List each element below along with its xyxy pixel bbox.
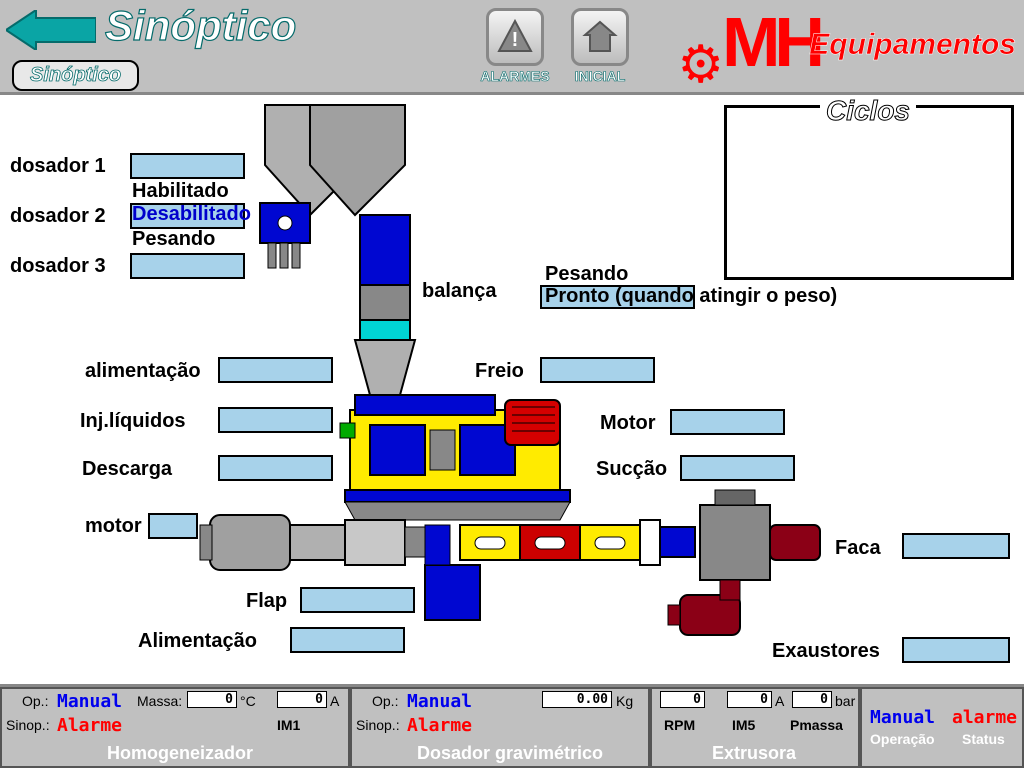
p2-op-label: Op.: [372,693,398,709]
exaustores-label: Exaustores [772,640,880,663]
p2-sinop-label: Sinop.: [356,717,400,733]
succao-label: Sucção [596,458,667,481]
balanca-line1: Pesando [545,263,628,286]
home-icon [582,19,618,55]
flap-field[interactable] [300,587,415,613]
balanca-line2: Pronto (quando atingir o peso) [545,285,837,308]
faca-label: Faca [835,537,881,560]
alimentacao-field[interactable] [218,357,333,383]
p2-mass-unit: Kg [616,693,633,709]
balanca-label: balança [422,280,496,303]
p1-sinop-value: Alarme [57,715,122,736]
p2-mass-value: 0.00 [542,691,612,708]
motor-label: motor [85,515,142,538]
motor-field[interactable] [148,513,198,539]
p1-massa-label: Massa: [137,693,182,709]
p3-amps-unit: A [775,693,784,709]
p1-massa-value: 0 [187,691,237,708]
dosador2-label: dosador 2 [10,205,106,228]
p1-section: Homogeneizador [107,743,253,764]
footer-panel-extrusora: 0 0 A 0 bar RPM IM5 Pmassa Extrusora [650,687,860,768]
dosador1-field[interactable] [130,153,245,179]
warning-icon: ! [497,19,533,55]
p3-amps-value: 0 [727,691,772,708]
p3-rpm-value: 0 [660,691,705,708]
p1-amps-unit: A [330,693,339,709]
motor2-label: Motor [600,412,656,435]
alimentacao-label: alimentação [85,360,201,383]
p1-massa-unit: °C [240,693,256,709]
p1-sinop-label: Sinop.: [6,717,50,733]
p2-section: Dosador gravimétrico [417,743,603,764]
p4-mode-label: Operação [870,731,935,747]
footer-panel-homogeneizador: Op.: Manual Massa: 0 °C 0 A Sinop.: Alar… [0,687,350,768]
brand-logo: MH [722,2,819,82]
freio-label: Freio [475,360,524,383]
header-bar: Sinóptico Sinóptico ! ALARMES INICIAL ⚙ … [0,0,1024,95]
tab-sinoptico[interactable]: Sinóptico [12,60,139,91]
dosador3-field[interactable] [130,253,245,279]
p1-op-label: Op.: [22,693,48,709]
p4-status-label: Status [962,731,1005,747]
injliq-label: Inj.líquidos [80,410,186,433]
alarmes-button[interactable]: ! ALARMES [480,8,550,84]
dosador1-status: Habilitado [132,180,229,203]
inicial-label: INICIAL [565,68,635,84]
p3-section: Extrusora [712,743,796,764]
synoptic-canvas: Ciclos [0,95,1024,681]
p4-status: alarme [952,707,1017,728]
dosador1-label: dosador 1 [10,155,106,178]
p3-pm-label: Pmassa [790,717,843,733]
brand-text: Equipamentos [809,28,1016,62]
dosador2-status: Desabilitado [132,203,251,226]
alarmes-label: ALARMES [480,68,550,84]
p1-op-value: Manual [57,691,122,712]
alimentacao2-field[interactable] [290,627,405,653]
p1-amps-value: 0 [277,691,327,708]
injliq-field[interactable] [218,407,333,433]
p2-sinop-value: Alarme [407,715,472,736]
gear-icon: ⚙ [677,35,724,95]
descarga-label: Descarga [82,458,172,481]
p2-op-value: Manual [407,691,472,712]
p3-rpm-label: RPM [664,717,695,733]
footer-panel-status: Manual alarme Operação Status [860,687,1024,768]
p1-im-label: IM1 [277,717,300,733]
inicial-button[interactable]: INICIAL [565,8,635,84]
footer-panel-dosador: Op.: Manual 0.00 Kg Sinop.: Alarme Dosad… [350,687,650,768]
exaustores-field[interactable] [902,637,1010,663]
dosador3-label: dosador 3 [10,255,106,278]
motor2-field[interactable] [670,409,785,435]
page-title: Sinóptico [105,2,296,50]
dosador2b-status: Pesando [132,228,215,251]
p3-bar-value: 0 [792,691,832,708]
svg-text:!: ! [512,29,519,51]
flap-label: Flap [246,590,287,613]
succao-field[interactable] [680,455,795,481]
freio-field[interactable] [540,357,655,383]
back-arrow-icon[interactable] [6,10,96,50]
footer-bar: Op.: Manual Massa: 0 °C 0 A Sinop.: Alar… [0,684,1024,768]
p4-mode: Manual [870,707,935,728]
p3-bar-unit: bar [835,693,855,709]
alimentacao2-label: Alimentação [138,630,257,653]
p3-im-label: IM5 [732,717,755,733]
descarga-field[interactable] [218,455,333,481]
faca-field[interactable] [902,533,1010,559]
